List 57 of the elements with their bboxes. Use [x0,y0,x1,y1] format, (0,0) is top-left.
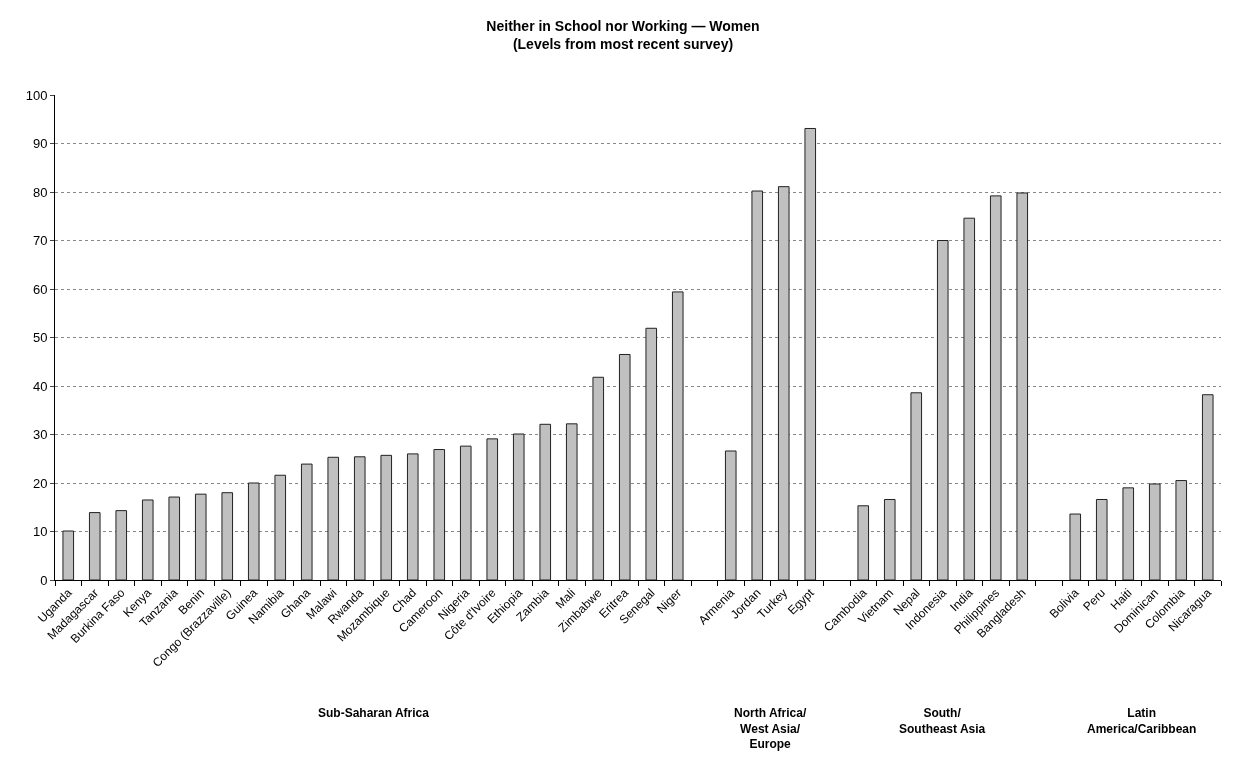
y-tick-label: 0 [40,572,48,588]
y-tick-label: 20 [32,475,48,491]
bar [936,240,949,580]
bar [1148,483,1161,580]
y-tick-label: 40 [32,378,48,394]
bar [1069,513,1082,580]
text: Sub-Saharan Africa [318,706,430,720]
y-tick-label: 50 [32,330,48,346]
text: Latin America/Caribbean [1087,706,1197,736]
bar [751,190,764,580]
y-tick-label: 70 [32,233,48,249]
bar [247,482,260,580]
bar [194,493,207,580]
bar [433,449,446,580]
bar [565,423,578,580]
bar [618,353,631,580]
bar [1201,394,1214,580]
text: South/ Southeast Asia [899,706,986,736]
bar [141,499,154,580]
y-tick-label: 10 [32,524,48,540]
bar [989,195,1002,580]
y-tick-label: 30 [32,427,48,443]
bar [353,456,366,580]
bar [62,530,75,580]
bar [592,376,605,580]
bar [804,127,817,580]
bar [168,496,181,580]
bar [1122,487,1135,580]
bar [300,463,313,580]
bar [857,505,870,580]
bar [539,423,552,580]
bar [380,454,393,580]
bar [221,492,234,580]
y-tick-label: 100 [25,87,48,103]
bar [671,291,684,580]
bar [910,392,923,580]
bar [274,474,287,580]
bar [88,512,101,580]
bar [724,450,737,580]
bar [645,327,658,580]
bar [1175,480,1188,580]
bar [406,453,419,580]
bar [963,217,976,580]
bar [1095,498,1108,580]
y-tick-label: 80 [32,184,48,200]
bar [1016,192,1029,580]
bar [115,510,128,580]
text: North Africa/ West Asia/ Europe [734,706,807,752]
chart-title: Neither in School nor Working — Women (Levels from most recent survey) [486,18,760,53]
y-tick-label: 60 [32,281,48,297]
bar [459,445,472,580]
bar [777,186,790,580]
bar [327,456,340,580]
y-tick-label: 90 [32,136,48,152]
bar [486,438,499,580]
bar [883,498,896,580]
bar [512,433,525,580]
